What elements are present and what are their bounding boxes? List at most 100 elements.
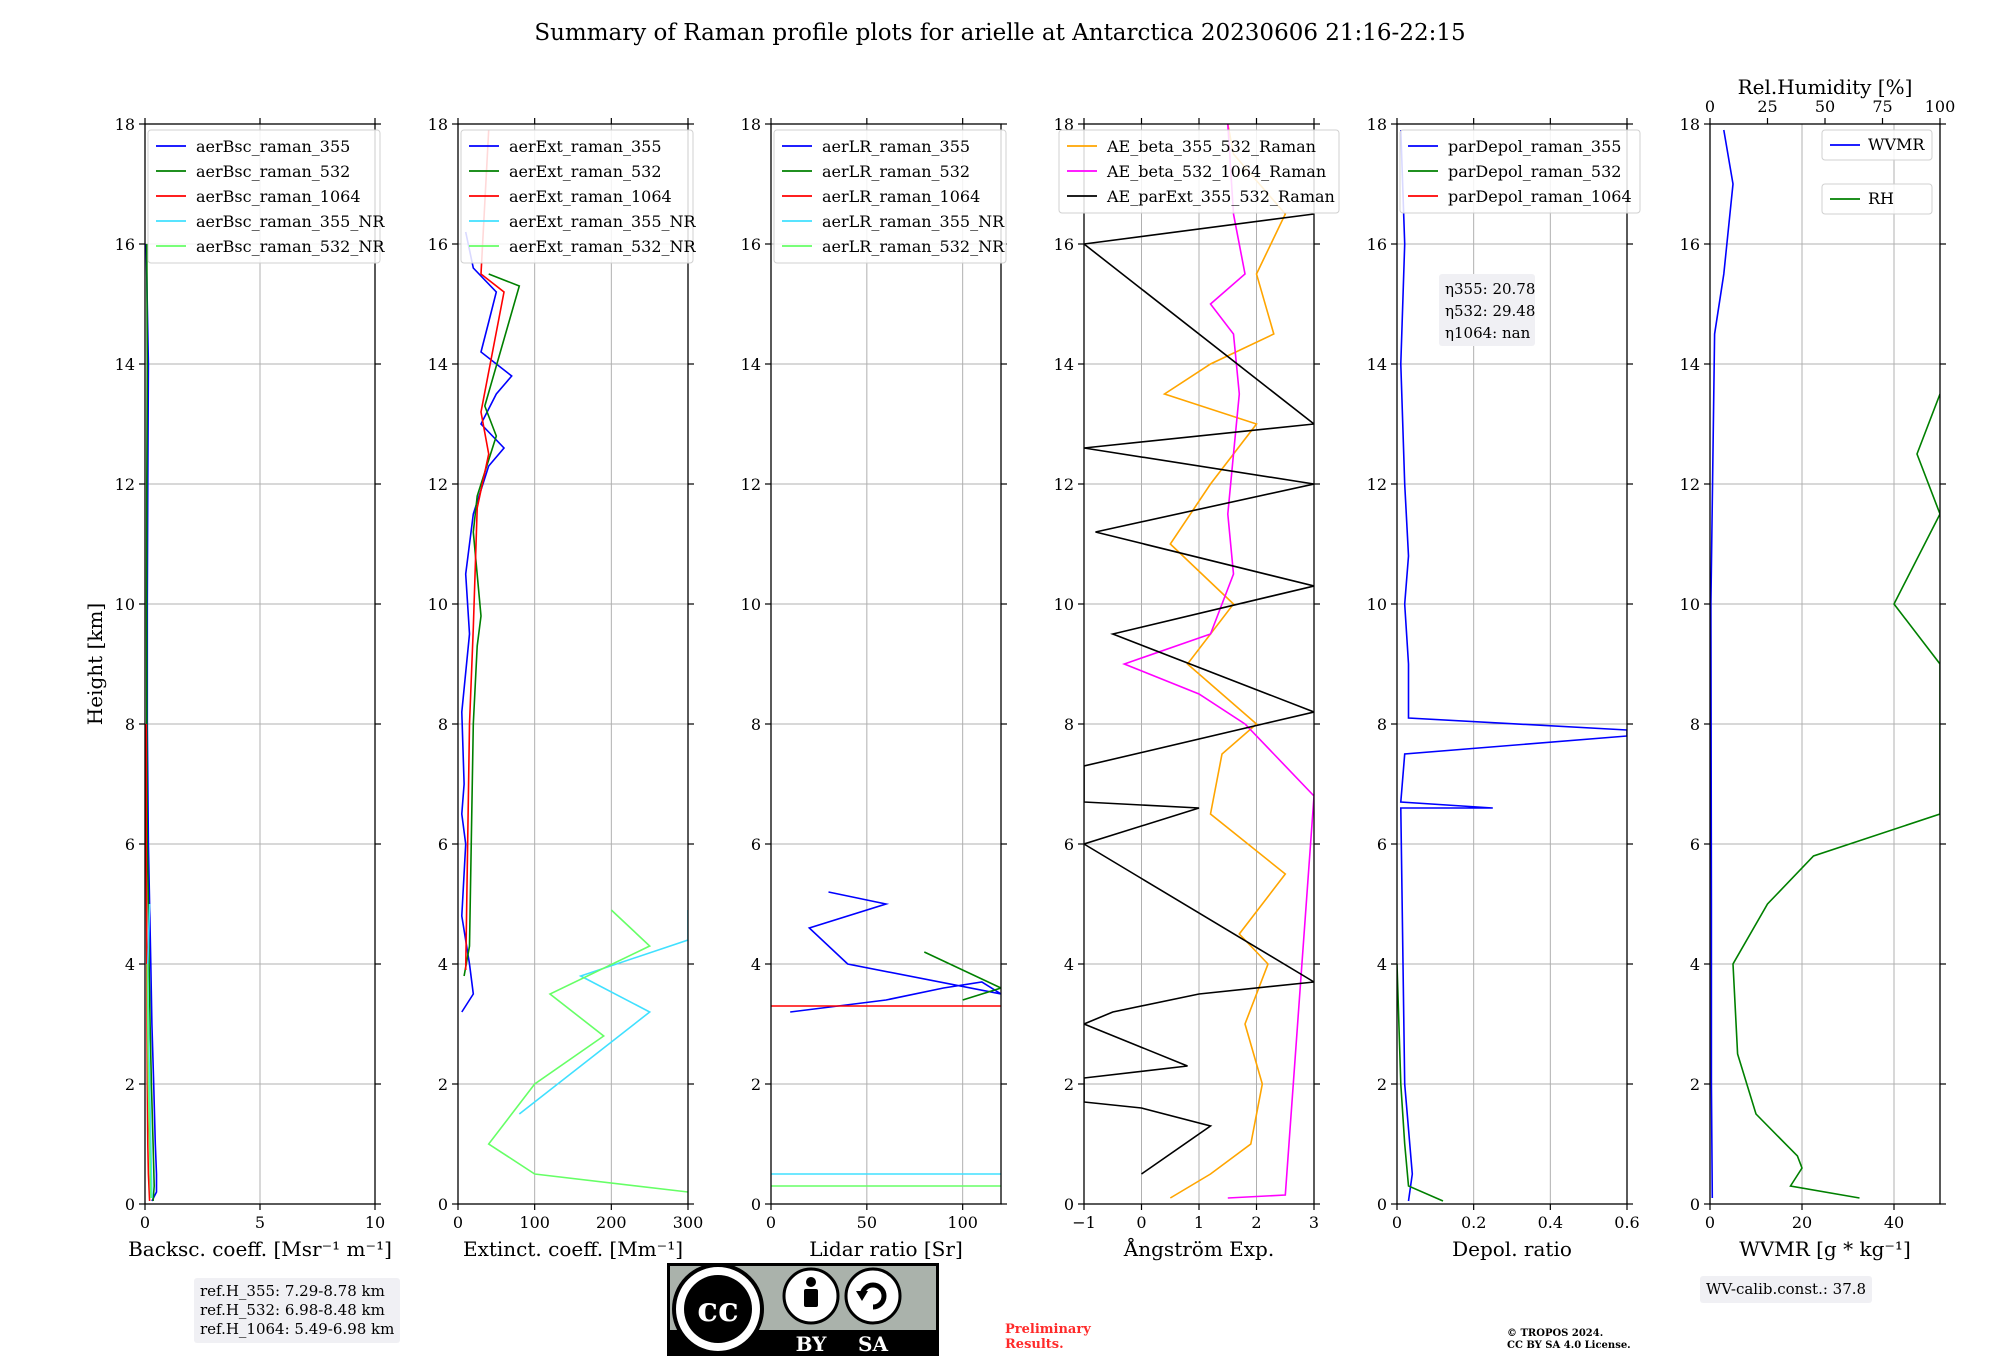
panel-1: 0 2 4 6 8 10 12 14 16 18 0 5 10 Backsc. coeff. [Msr⁻¹…	[115, 115, 392, 1261]
y-tick-label: 10	[1367, 595, 1387, 614]
y-tick-label: 18	[428, 115, 448, 134]
series-group	[1710, 129, 1940, 1199]
y-tick-label: 4	[438, 955, 448, 974]
plot-frame	[457, 123, 689, 1205]
panel-3: 0 2 4 6 8 10 12 14 16 18 0 50 100 Lidar ratio [Sr] aer…	[741, 115, 1007, 1261]
annotation-box	[1439, 274, 1535, 346]
y-tick-label: 4	[1064, 955, 1074, 974]
series-line-aerBsc_raman_1064	[145, 724, 151, 1202]
legend-label: aerBsc_raman_532_NR	[196, 237, 385, 256]
y-tick-label: 16	[741, 235, 761, 254]
x-tick-label: 100	[947, 1213, 978, 1232]
legend-box	[1058, 129, 1340, 214]
legend-label: AE_beta_532_1064_Raman	[1106, 162, 1326, 181]
y-tick-label: 4	[125, 955, 135, 974]
annotation-text: η532: 29.48	[1445, 302, 1535, 320]
x-tick-label: 0.6	[1614, 1213, 1639, 1232]
annotation-text: η355: 20.78	[1445, 280, 1535, 298]
y-tick-label: 14	[1680, 355, 1700, 374]
x-tick-label: 0	[1392, 1213, 1402, 1232]
y-tick-label: 18	[1367, 115, 1387, 134]
y-tick-label: 8	[1690, 715, 1700, 734]
legend-label: WVMR	[1868, 135, 1925, 154]
panel-2: 0 2 4 6 8 10 12 14 16 18 0 100 200 300 Extinct. coeff.…	[428, 115, 704, 1261]
legend-box	[773, 129, 1007, 264]
x-axis-label: Extinct. coeff. [Mm⁻¹]	[463, 1237, 683, 1261]
wv-calib-constant: WV-calib.const.: 37.8	[1706, 1280, 1867, 1298]
legend-box	[460, 129, 694, 264]
y-tick-label: 10	[428, 595, 448, 614]
x-tick-label: 0	[1705, 1213, 1715, 1232]
y-tick-label: 16	[1054, 235, 1074, 254]
y-tick-label: 0	[1377, 1195, 1387, 1214]
series-line-aerLR_raman_355	[790, 891, 1001, 1013]
figure-title: Summary of Raman profile plots for ariel…	[534, 20, 1466, 46]
copyright-line-1: © TROPOS 2024.	[1507, 1328, 1604, 1339]
legend-box	[1821, 129, 1933, 161]
refh-1064: ref.H_1064: 5.49-6.98 km	[200, 1320, 395, 1338]
y-tick-label: 14	[115, 355, 135, 374]
plot-frame	[770, 123, 1002, 1205]
y-tick-label: 10	[1054, 595, 1074, 614]
y-tick-label: 8	[125, 715, 135, 734]
legend-box	[147, 129, 381, 264]
y-tick-label: 12	[115, 475, 135, 494]
series-group	[460, 129, 688, 1193]
y-tick-label: 18	[1054, 115, 1074, 134]
legend-label: parDepol_raman_1064	[1448, 187, 1632, 206]
x-tick-label: 0.2	[1461, 1213, 1486, 1232]
series-line-parDepol_raman_532	[1397, 963, 1444, 1202]
x-axis-label: Backsc. coeff. [Msr⁻¹ m⁻¹]	[128, 1237, 392, 1261]
series-line-AE_beta_532_1064_Raman	[1122, 124, 1314, 1199]
legend-label: RH	[1868, 189, 1894, 208]
y-tick-label: 14	[741, 355, 761, 374]
legend-label: aerExt_raman_532_NR	[509, 237, 697, 256]
series-line-aerExt_raman_532_NR	[487, 909, 688, 1193]
x2-tick-label: 100	[1925, 97, 1956, 116]
series-group	[1397, 129, 1627, 1202]
legend-label: aerExt_raman_355_NR	[509, 212, 697, 231]
legend-label: AE_beta_355_532_Raman	[1106, 137, 1316, 156]
series-line-RH	[1732, 393, 1940, 1199]
y-tick-label: 12	[1680, 475, 1700, 494]
x-tick-label: 2	[1251, 1213, 1261, 1232]
y-tick-label: 2	[1064, 1075, 1074, 1094]
wv-calibration-box: WV-calib.const.: 37.8	[1700, 1276, 1873, 1303]
legend-label: aerLR_raman_1064	[822, 187, 980, 206]
y-tick-label: 18	[741, 115, 761, 134]
series-line-AE_parExt_355_532_Raman	[1084, 213, 1314, 1175]
x-tick-label: 5	[255, 1213, 265, 1232]
x-axis-label: Depol. ratio	[1452, 1237, 1572, 1261]
y-tick-label: 0	[1064, 1195, 1074, 1214]
x-tick-label: 40	[1884, 1213, 1904, 1232]
panel-5: 0 2 4 6 8 10 12 14 16 18 0 0.2 0.4 0.6 Depol. ratio par…	[1367, 115, 1641, 1261]
x-axis-label: Ångström Exp.	[1123, 1236, 1274, 1261]
refh-532: ref.H_532: 6.98-8.48 km	[200, 1301, 385, 1319]
y-tick-label: 14	[1054, 355, 1074, 374]
y-tick-label: 2	[1690, 1075, 1700, 1094]
copyright-note: © TROPOS 2024. CC BY SA 4.0 License.	[1507, 1328, 1631, 1352]
y-tick-label: 0	[125, 1195, 135, 1214]
legend-label: aerLR_raman_532	[822, 162, 970, 181]
badge-by-label: BY	[796, 1332, 828, 1356]
y-tick-label: 10	[115, 595, 135, 614]
y-tick-label: 6	[1377, 835, 1387, 854]
x2-axis-label: Rel.Humidity [%]	[1738, 75, 1913, 99]
y-tick-label: 12	[1367, 475, 1387, 494]
series-group	[1084, 124, 1314, 1199]
badge-sa-label: SA	[858, 1332, 888, 1356]
legend-label: aerExt_raman_1064	[509, 187, 672, 206]
preliminary-line-1: Preliminary	[1005, 1322, 1091, 1337]
y-tick-label: 18	[1680, 115, 1700, 134]
cc-by-sa-badge: cc BY SA	[667, 1263, 939, 1356]
series-line-aerExt_raman_355	[460, 231, 513, 1013]
y-tick-label: 6	[125, 835, 135, 854]
y-tick-label: 8	[1064, 715, 1074, 734]
x-tick-label: 1	[1194, 1213, 1204, 1232]
y-tick-label: 12	[741, 475, 761, 494]
y-tick-label: 18	[115, 115, 135, 134]
series-line-WVMR	[1710, 129, 1734, 1199]
legend-label: aerBsc_raman_355_NR	[196, 212, 385, 231]
